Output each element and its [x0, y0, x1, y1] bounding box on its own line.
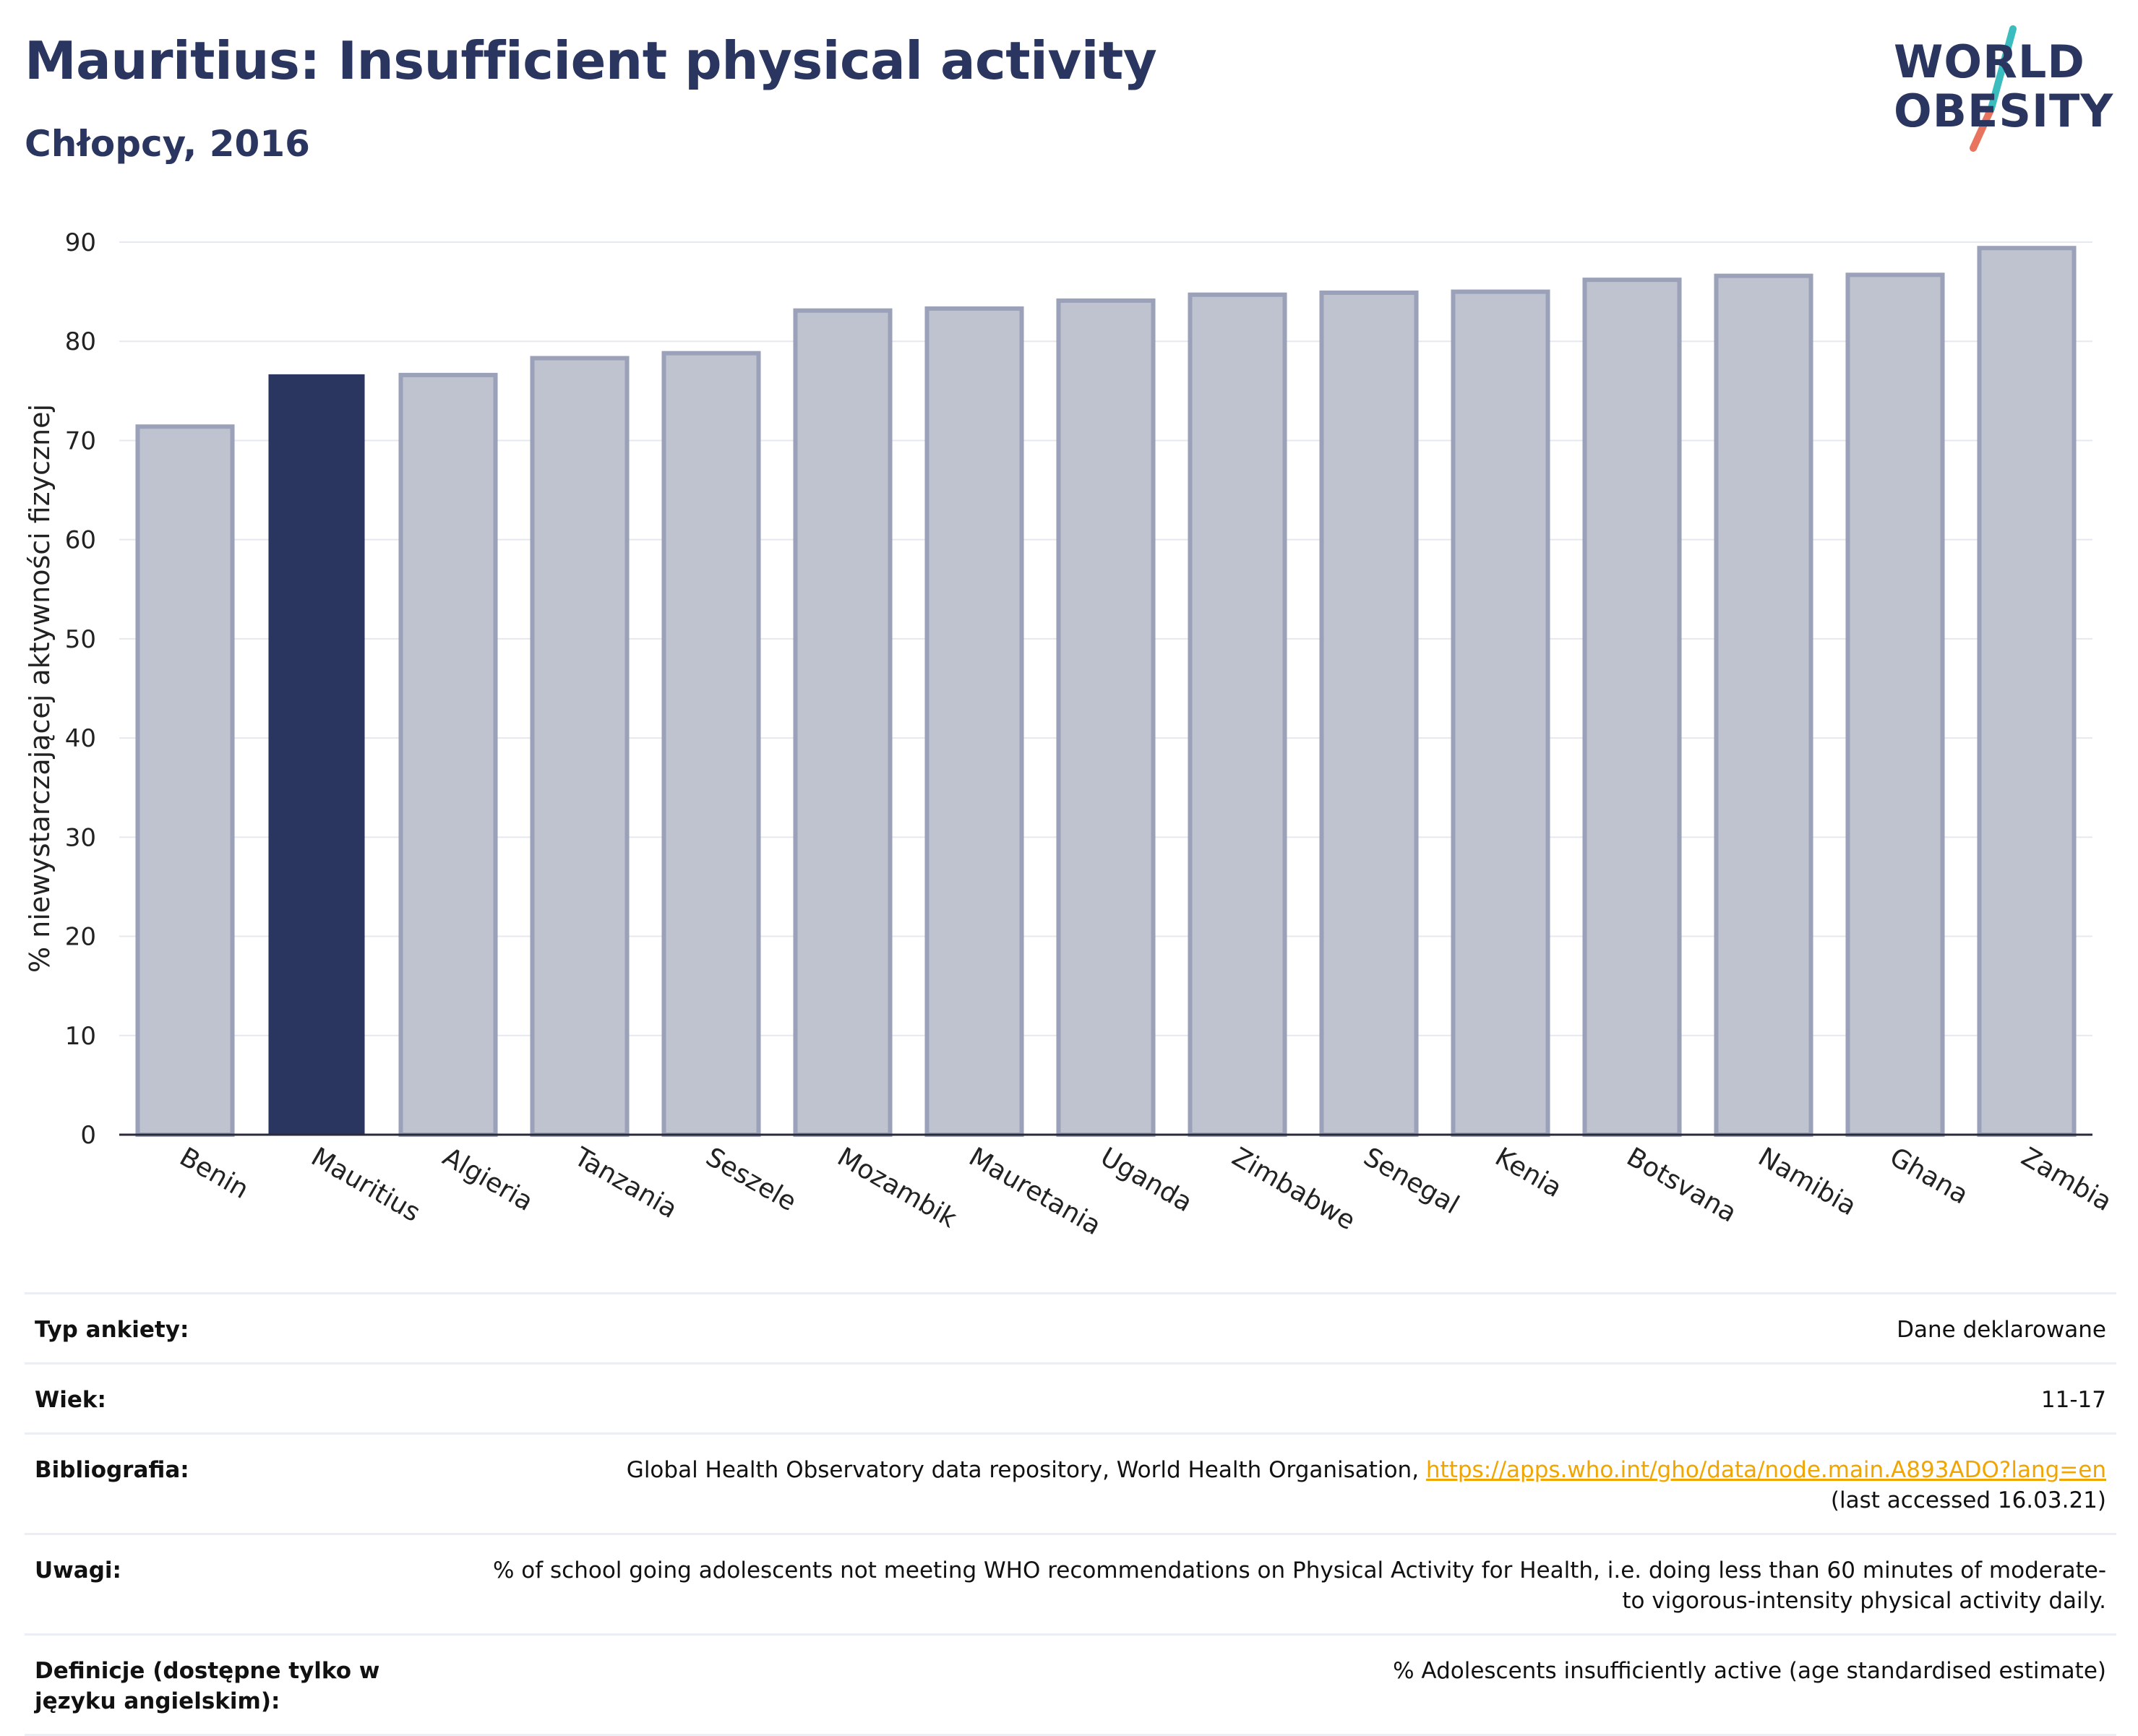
- bar-botsvana[interactable]: [1582, 278, 1682, 1138]
- bar-uganda[interactable]: [1056, 298, 1156, 1138]
- y-tick-label: 0: [80, 1121, 96, 1150]
- bar-ghana[interactable]: [1845, 272, 1945, 1138]
- bar-seszele[interactable]: [661, 351, 761, 1138]
- y-axis-label: % niewystarczającej aktywności fizycznej: [24, 404, 56, 973]
- y-tick-label: 90: [65, 228, 96, 257]
- meta-value: % Adolescents insufficiently active (age…: [1393, 1658, 2106, 1684]
- metadata-table: Typ ankiety: Dane deklarowane Wiek: 11-1…: [25, 1292, 2116, 1736]
- meta-label: Bibliografia:: [35, 1457, 189, 1483]
- y-tick-label: 30: [65, 823, 96, 852]
- chart-subtitle: Chłopcy, 2016: [25, 123, 310, 165]
- x-tick-label: Uganda: [1096, 1142, 1198, 1218]
- meta-label: Uwagi:: [35, 1557, 121, 1584]
- meta-row-bibliography: Bibliografia: Global Health Observatory …: [25, 1432, 2116, 1533]
- x-tick-label: Mauritius: [306, 1142, 426, 1228]
- bar-mauritius[interactable]: [268, 374, 365, 1135]
- bar-senegal[interactable]: [1319, 290, 1419, 1138]
- logo-slash-icon: [1970, 25, 2017, 152]
- x-tick-label: Mozambik: [833, 1142, 962, 1234]
- meta-row-survey-type: Typ ankiety: Dane deklarowane: [25, 1292, 2116, 1362]
- x-tick-label: Benin: [175, 1142, 254, 1205]
- x-tick-label: Botsvana: [1622, 1142, 1742, 1228]
- chart-title: Mauritius: Insufficient physical activit…: [25, 30, 1157, 91]
- y-ticks: 0 10 20 30 40 50 60 70 80 90: [65, 228, 96, 1150]
- x-tick-label: Senegal: [1359, 1142, 1464, 1220]
- meta-row-notes: Uwagi: % of school going adolescents not…: [25, 1533, 2116, 1633]
- bibliography-link[interactable]: https://apps.who.int/gho/data/node.main.…: [1425, 1457, 2106, 1483]
- meta-value: Global Health Observatory data repositor…: [468, 1455, 2106, 1516]
- meta-value: 11-17: [2040, 1387, 2106, 1413]
- x-tick-label: Zimbabwe: [1227, 1142, 1360, 1236]
- logo-line-world: WORLD: [1894, 35, 2085, 88]
- x-tick-label: Seszele: [701, 1142, 802, 1217]
- meta-value: % of school going adolescents not meetin…: [492, 1557, 2106, 1614]
- y-tick-label: 60: [65, 526, 96, 555]
- x-tick-label: Kenia: [1490, 1142, 1567, 1203]
- x-tick-label: Mauretania: [964, 1142, 1106, 1241]
- meta-label: Wiek:: [35, 1387, 106, 1413]
- bar-zimbabwe[interactable]: [1188, 292, 1287, 1137]
- y-tick-label: 50: [65, 625, 96, 654]
- bar-mauretania[interactable]: [924, 306, 1024, 1138]
- bar-kenia[interactable]: [1451, 289, 1550, 1138]
- bar-mozambik[interactable]: [793, 308, 893, 1137]
- bar-namibia[interactable]: [1714, 273, 1813, 1138]
- bibliography-text: Global Health Observatory data repositor…: [626, 1457, 1426, 1483]
- meta-value: Dane deklarowane: [1897, 1317, 2106, 1343]
- y-tick-label: 20: [65, 923, 96, 952]
- bibliography-accessed: (last accessed 16.03.21): [1830, 1487, 2106, 1513]
- y-tick-label: 40: [65, 724, 96, 753]
- y-tick-label: 10: [65, 1022, 96, 1051]
- x-tick-label: Ghana: [1885, 1142, 1973, 1210]
- x-tick-label: Namibia: [1753, 1142, 1862, 1221]
- meta-label: Typ ankiety:: [35, 1317, 189, 1343]
- y-tick-label: 80: [65, 327, 96, 356]
- bar-chart: 0 10 20 30 40 50 60 70 80 90 Benin Mauritius Algier…: [24, 228, 2117, 1242]
- meta-label: Definicje (dostępne tylko w języku angie…: [35, 1658, 380, 1714]
- bar-algieria[interactable]: [398, 372, 498, 1137]
- x-tick-label: Algieria: [438, 1142, 538, 1217]
- x-tick-label: Zambia: [2017, 1142, 2117, 1217]
- logo-line-obesity: OBESITY: [1894, 85, 2114, 137]
- meta-row-definitions: Definicje (dostępne tylko w języku angie…: [25, 1633, 2116, 1736]
- y-tick-label: 70: [65, 426, 96, 455]
- bar-tanzania[interactable]: [530, 356, 630, 1137]
- bar-zambia[interactable]: [1977, 246, 2077, 1138]
- meta-row-age: Wiek: 11-17: [25, 1362, 2116, 1432]
- bar-benin[interactable]: [135, 424, 235, 1137]
- bars-layer: [135, 246, 2077, 1138]
- world-obesity-logo: WORLD OBESITY: [1879, 22, 2125, 152]
- x-tick-label: Tanzania: [569, 1142, 682, 1224]
- x-ticks: Benin Mauritius Algieria Tanzania Seszele Moz…: [175, 1142, 2117, 1242]
